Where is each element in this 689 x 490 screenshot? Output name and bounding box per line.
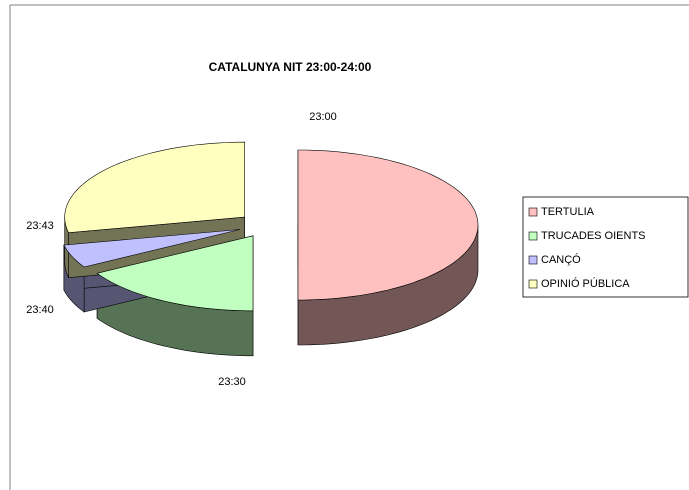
slice	[96, 235, 254, 312]
legend-swatch	[528, 207, 538, 217]
legend-swatch	[528, 255, 538, 265]
legend-swatch	[528, 279, 538, 289]
legend-label: TRUCADES OIENTS	[541, 230, 646, 242]
legend-swatch	[528, 231, 538, 241]
slice	[63, 229, 241, 268]
annotation: 23:40	[26, 304, 54, 316]
legend-label: TERTULIA	[541, 206, 595, 218]
annotation: 23:30	[218, 376, 246, 388]
legend-label: OPINIÓ PÚBLICA	[541, 277, 630, 290]
slice	[64, 141, 245, 234]
legend-box	[522, 196, 689, 298]
slice	[297, 149, 479, 301]
annotation: 23:00	[309, 111, 337, 123]
annotation: 23:43	[26, 220, 54, 232]
chart-title: CATALUNYA NIT 23:00-24:00	[209, 60, 372, 74]
legend-label: CANÇÓ	[541, 253, 581, 266]
